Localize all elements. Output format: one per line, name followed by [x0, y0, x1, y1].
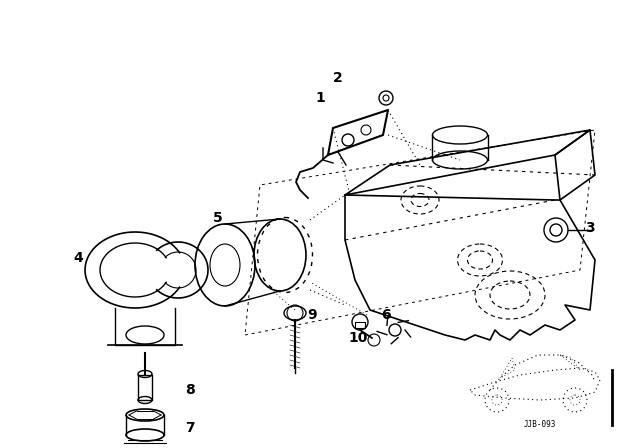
Text: 10: 10 [348, 331, 368, 345]
Text: 4: 4 [73, 251, 83, 265]
Text: 3: 3 [585, 221, 595, 235]
Text: JJB-093: JJB-093 [524, 420, 556, 429]
Text: 1: 1 [315, 91, 325, 105]
Text: 7: 7 [185, 421, 195, 435]
Text: 9: 9 [307, 308, 317, 322]
Text: 2: 2 [333, 71, 343, 85]
Text: 5: 5 [213, 211, 223, 225]
Text: 6: 6 [381, 308, 391, 322]
Text: 8: 8 [185, 383, 195, 397]
